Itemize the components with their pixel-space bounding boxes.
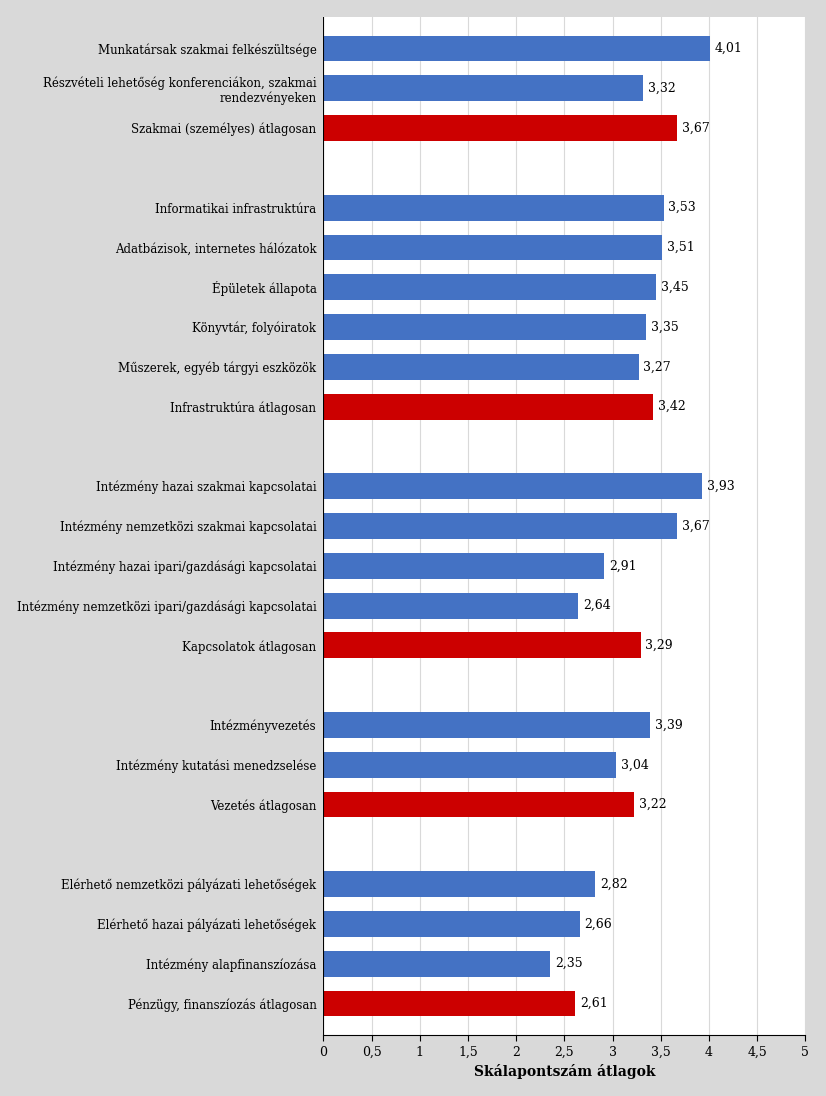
Text: 3,32: 3,32	[648, 82, 676, 94]
Text: 2,66: 2,66	[585, 917, 612, 931]
Bar	[323, 632, 640, 659]
Bar	[323, 752, 616, 778]
Bar	[323, 871, 596, 898]
Bar	[323, 195, 663, 220]
X-axis label: Skálapontszám átlagok: Skálapontszám átlagok	[473, 1064, 655, 1080]
Text: 2,61: 2,61	[580, 997, 608, 1011]
Text: 3,67: 3,67	[682, 520, 710, 533]
Text: 3,35: 3,35	[651, 320, 679, 333]
Text: 3,29: 3,29	[645, 639, 673, 652]
Bar	[323, 473, 702, 499]
Text: 3,51: 3,51	[667, 241, 695, 254]
Bar	[323, 991, 575, 1016]
Text: 3,39: 3,39	[655, 719, 683, 731]
Text: 3,45: 3,45	[661, 281, 689, 294]
Bar	[323, 513, 677, 539]
Bar	[323, 315, 646, 340]
Text: 2,35: 2,35	[555, 957, 582, 970]
Bar	[323, 274, 656, 300]
Bar	[323, 951, 550, 977]
Bar	[323, 235, 662, 261]
Text: 2,64: 2,64	[582, 600, 610, 612]
Text: 3,53: 3,53	[668, 202, 696, 214]
Text: 4,01: 4,01	[714, 42, 743, 55]
Bar	[323, 911, 580, 937]
Bar	[323, 393, 653, 420]
Text: 3,27: 3,27	[643, 361, 671, 374]
Text: 2,82: 2,82	[600, 878, 628, 891]
Text: 3,22: 3,22	[638, 798, 667, 811]
Bar	[323, 115, 677, 141]
Bar	[323, 354, 638, 380]
Bar	[323, 76, 643, 101]
Bar	[323, 35, 710, 61]
Bar	[323, 791, 634, 818]
Bar	[323, 712, 650, 738]
Text: 3,42: 3,42	[657, 400, 686, 413]
Bar	[323, 552, 604, 579]
Text: 3,67: 3,67	[682, 122, 710, 135]
Text: 3,04: 3,04	[621, 758, 649, 772]
Text: 2,91: 2,91	[609, 559, 636, 572]
Text: 3,93: 3,93	[707, 480, 735, 493]
Bar	[323, 593, 578, 618]
